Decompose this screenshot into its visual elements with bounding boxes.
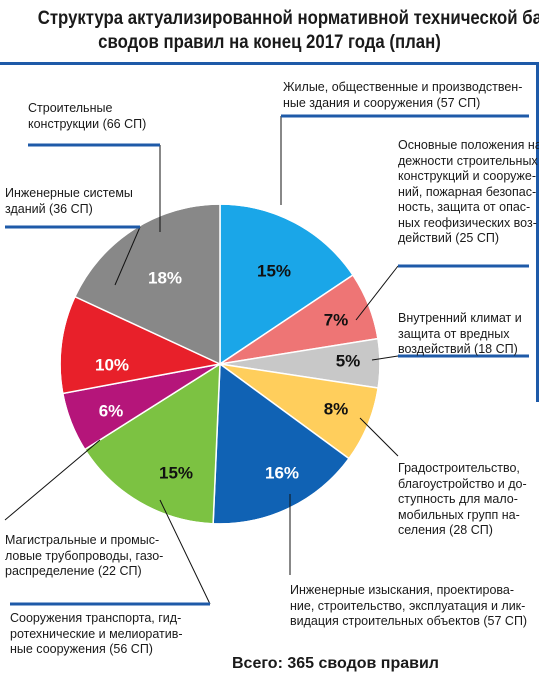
percent-label-engineering-systems: 10% [95,355,129,374]
label-line: ние, строительство, эксплуатация и лик- [290,598,526,613]
leader-line-urban [359,417,399,457]
leader-line-reliability [355,265,399,321]
chart-title-line-1: Структура актуализированной нормативной … [37,7,539,29]
label-line: Внутренний климат и [398,311,522,325]
pie-outline [59,203,381,525]
label-transport: Сооружения транспорта, гид-ротехнические… [10,611,210,658]
leader-line-engineering-systems [114,226,141,286]
label-surveys: Инженерные изыскания, проектирова-ние, с… [290,583,530,630]
percent-label-reliability: 7% [324,310,349,329]
label-line: Инженерные системы [5,186,133,200]
label-pipelines: Магистральные и промыс-ловые трубопровод… [5,533,165,580]
label-structures: Строительные конструкции (66 СП) [28,101,168,132]
label-line: ность, защита от опас- [398,200,531,214]
chart-title-line-2: сводов правил на конец 2017 года (план) [98,31,441,53]
label-line: ных геофизических воз- [398,215,537,230]
label-line: ловые трубопроводы, газо- [5,548,164,563]
percent-label-residential: 15% [257,261,291,280]
percent-label-structures: 18% [148,268,182,287]
label-line: благоустройство и до- [398,476,527,491]
label-line: Основные положения на- [398,138,539,152]
label-line: ступность для мало- [398,492,518,506]
label-line: ний, пожарная безопас- [398,184,537,199]
label-residential: Жилые, общественные и производствен-ные … [283,80,529,111]
label-line: Жилые, общественные и производствен- [283,80,523,94]
chart-title: Структура актуализированной нормативной … [37,6,539,54]
label-urban: Градостроительство, благоустройство и до-… [398,461,531,539]
label-line: видация строительных объектов (57 СП) [290,614,528,628]
label-line: действий (25 СП) [398,231,499,245]
percent-label-urban: 8% [324,399,349,418]
label-line: ротехнические и мелиоратив- [10,626,183,641]
total-count: Всего: 365 сводов правил [232,655,439,672]
label-line: распределение (22 СП) [5,564,142,578]
label-climate: Внутренний климат и защита от вредных возд… [398,311,531,358]
label-line: селения (28 СП) [398,523,493,537]
label-line: конструкций и сооруже- [398,169,536,183]
label-line: воздействий (18 СП) [398,342,518,356]
title-rule [0,62,539,65]
leader-line-climate [371,355,399,361]
label-line: зданий (36 СП) [5,201,93,216]
label-line: ные здания и сооружения (57 СП) [283,95,481,110]
label-engineering-systems: Инженерные системы зданий (36 СП) [5,186,145,217]
label-reliability: Основные положения на-дежности строитель… [398,138,539,247]
label-line: Градостроительство, [398,461,520,475]
label-line: защита от вредных [398,326,510,341]
label-line: Магистральные и промыс- [5,533,160,547]
percent-label-transport: 15% [159,463,193,482]
label-line: мобильных групп на- [398,507,520,522]
label-line: дежности строительных [398,153,538,168]
percent-label-surveys: 16% [265,463,299,482]
label-line: Строительные [28,101,113,115]
leader-line-transport [159,499,211,605]
label-line: Инженерные изыскания, проектирова- [290,583,515,597]
right-edge-rule [536,62,539,402]
label-line: ные сооружения (56 СП) [10,642,153,656]
percent-label-climate: 5% [336,351,361,370]
percent-label-pipelines: 6% [99,401,124,420]
label-line: конструкции (66 СП) [28,116,147,131]
label-line: Сооружения транспорта, гид- [10,611,182,625]
leader-line-pipelines [4,439,101,521]
